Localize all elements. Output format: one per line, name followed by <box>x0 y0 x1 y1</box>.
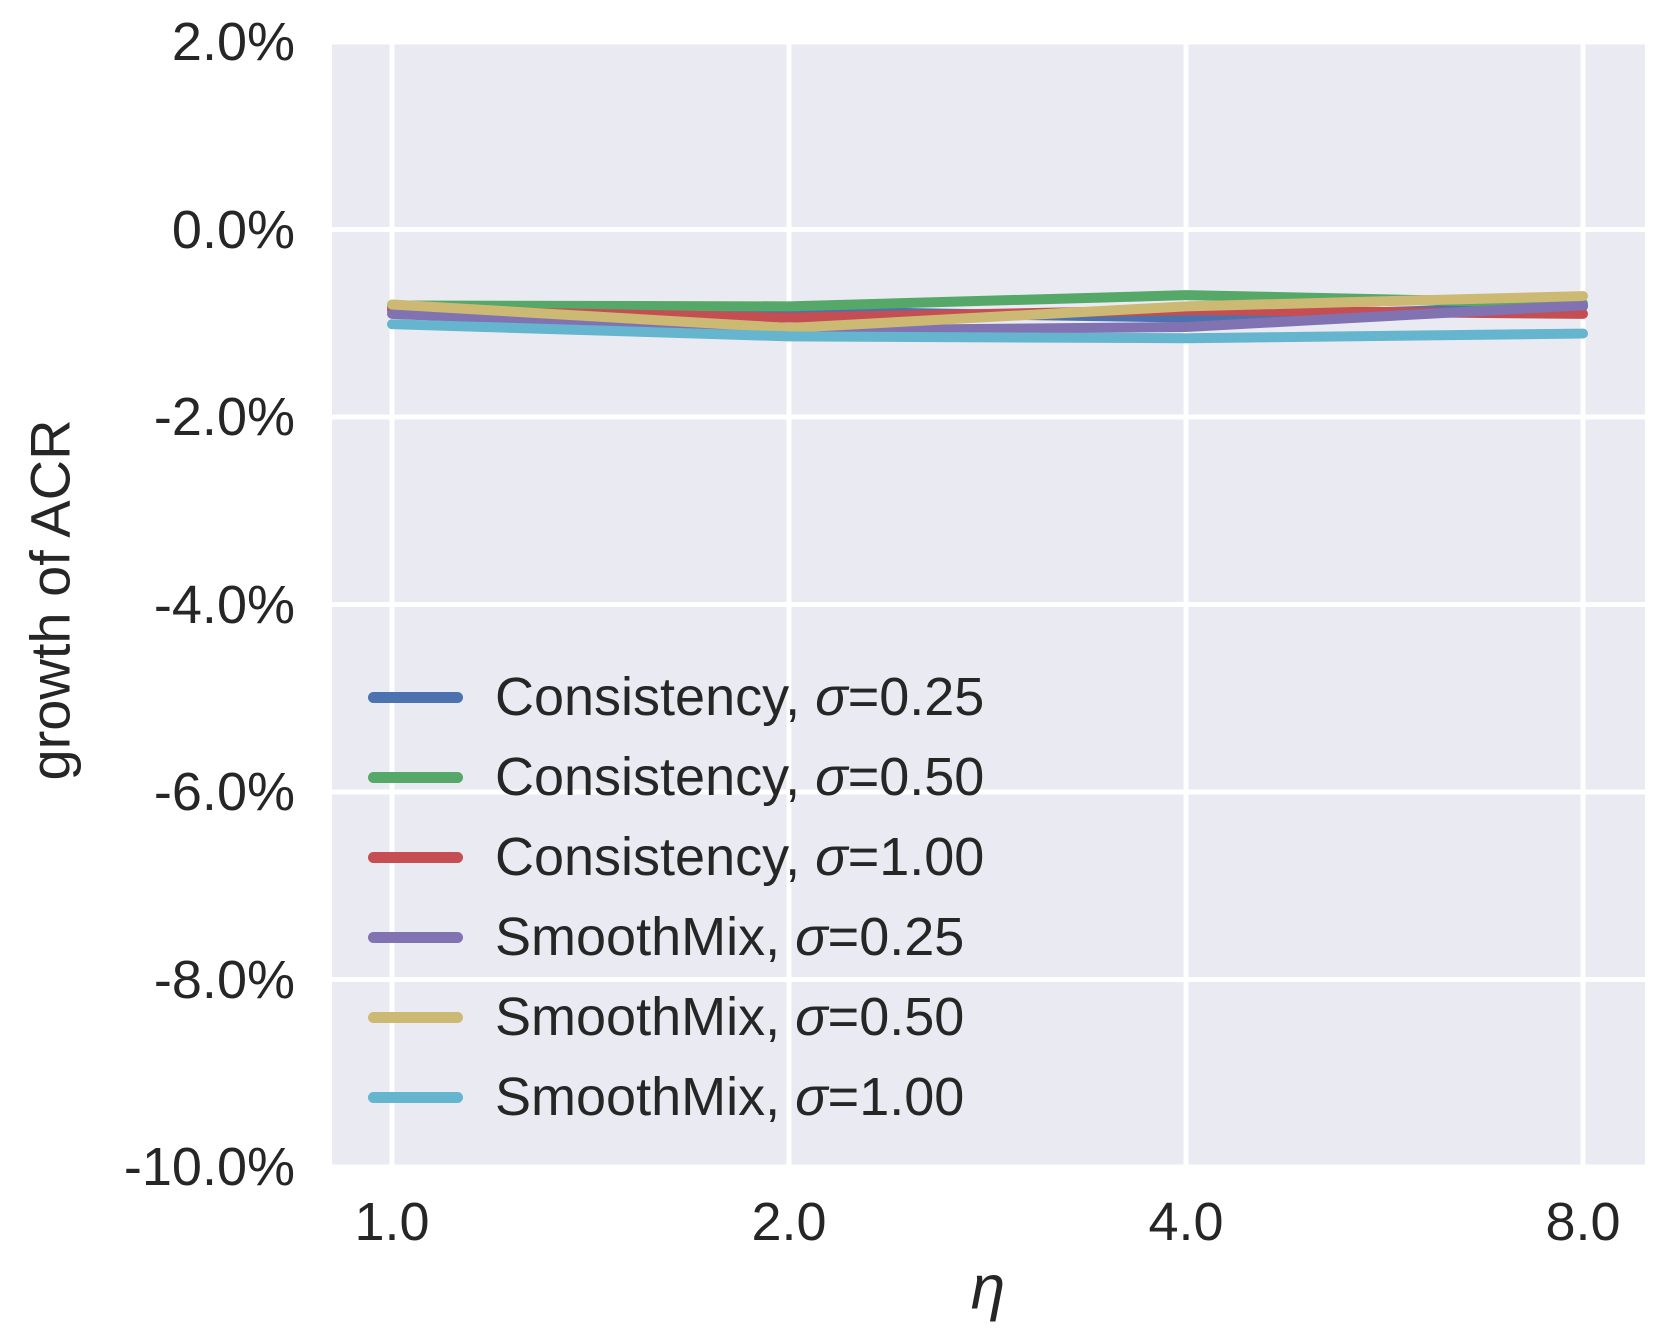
legend-row-3: SmoothMix, σ=0.25 <box>368 897 984 977</box>
sigma-symbol: σ <box>795 1067 828 1127</box>
x-axis-label: η <box>970 1253 1006 1323</box>
y-tick-label-4: -6.0% <box>153 762 295 822</box>
legend-label-4: SmoothMix, σ=0.50 <box>495 987 965 1047</box>
legend-row-1: Consistency, σ=0.50 <box>368 737 984 817</box>
legend-swatch-4 <box>368 1011 463 1023</box>
legend-swatch-2 <box>368 851 463 863</box>
y-tick-label-6: -10.0% <box>123 1137 295 1197</box>
series-line-5 <box>387 319 1588 344</box>
legend-label-3: SmoothMix, σ=0.25 <box>495 907 965 967</box>
legend-row-4: SmoothMix, σ=0.50 <box>368 977 984 1057</box>
sigma-symbol: σ <box>795 907 828 967</box>
y-tick-label-5: -8.0% <box>153 949 295 1010</box>
sigma-symbol: σ <box>815 827 848 887</box>
legend: Consistency, σ=0.25 Consistency, σ=0.50 Co… <box>368 657 984 1137</box>
legend-swatch-0 <box>368 691 463 703</box>
x-tick-label-3: 8.0 <box>1545 1192 1621 1252</box>
legend-row-5: SmoothMix, σ=1.00 <box>368 1057 984 1137</box>
legend-label-1: Consistency, σ=0.50 <box>495 747 985 807</box>
legend-label-0: Consistency, σ=0.25 <box>495 667 985 727</box>
series-line-4 <box>387 291 1588 333</box>
legend-row-0: Consistency, σ=0.25 <box>368 657 984 737</box>
x-tick-label-1: 2.0 <box>751 1192 827 1252</box>
sigma-symbol: σ <box>795 987 828 1047</box>
y-tick-label-2: -2.0% <box>153 387 295 447</box>
y-axis-label: growth of ACR <box>18 419 82 781</box>
legend-label-2: Consistency, σ=1.00 <box>495 827 985 887</box>
y-tick-label-1: 0.0% <box>171 199 295 260</box>
series-line-3 <box>387 300 1588 336</box>
x-tick-label-0: 1.0 <box>354 1192 430 1252</box>
sigma-symbol: σ <box>815 747 848 807</box>
sigma-symbol: σ <box>815 667 848 727</box>
y-tick-label-0: 2.0% <box>171 12 295 72</box>
x-tick-label-2: 4.0 <box>1148 1192 1224 1252</box>
y-tick-label-3: -4.0% <box>153 574 295 635</box>
legend-swatch-3 <box>368 931 463 943</box>
legend-swatch-1 <box>368 771 463 783</box>
legend-row-2: Consistency, σ=1.00 <box>368 817 984 897</box>
legend-label-5: SmoothMix, σ=1.00 <box>495 1067 965 1127</box>
legend-swatch-5 <box>368 1091 463 1103</box>
